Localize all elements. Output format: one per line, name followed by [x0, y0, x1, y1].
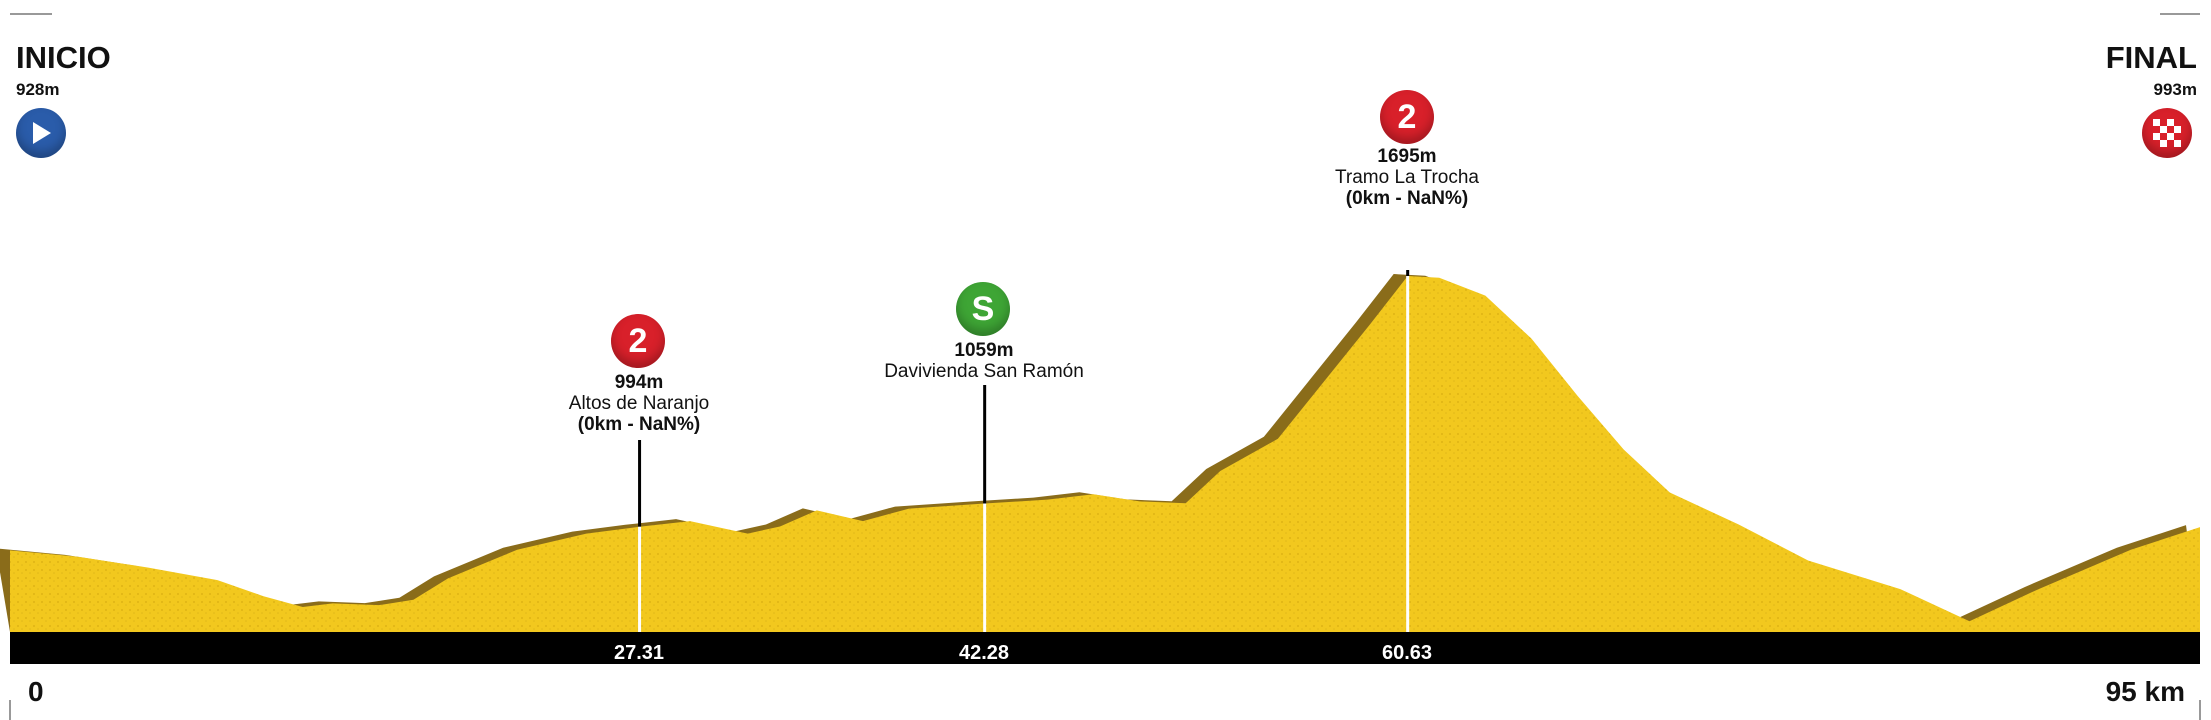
checkered-flag-icon	[2142, 108, 2192, 158]
km-tick-1: 27.31	[613, 642, 665, 664]
start-altitude: 928m	[16, 80, 60, 99]
climb-detail-2: (0km - NaN%)	[1345, 188, 1469, 209]
sprint-label: 1059m Davivienda San Ramón	[884, 340, 1084, 382]
climb-name-1: Altos de Naranjo	[568, 393, 710, 414]
sprint-name: Davivienda San Ramón	[884, 361, 1084, 382]
elevation-area	[10, 276, 2200, 632]
finish-label: FINAL	[2105, 40, 2197, 75]
finish-altitude: 993m	[2153, 80, 2197, 99]
climb-label-2: 1695m Tramo La Trocha (0km - NaN%)	[1335, 146, 1479, 209]
start-label: INICIO	[16, 40, 111, 75]
play-icon	[16, 108, 66, 158]
axis-end-km: 95 km	[2105, 676, 2185, 707]
axis-start-km: 0	[28, 676, 44, 707]
kom-badge-2: 2	[1380, 90, 1434, 144]
distance-axis-bar	[10, 632, 2200, 664]
climb-name-2: Tramo La Trocha	[1335, 167, 1479, 188]
climb-label-1: 994m Altos de Naranjo (0km - NaN%)	[569, 372, 709, 435]
sprint-altitude: 1059m	[954, 340, 1014, 361]
kom-badge-1: 2	[611, 314, 665, 368]
climb-altitude-1: 994m	[614, 372, 664, 393]
km-tick-2: 42.28	[958, 642, 1010, 664]
climb-detail-1: (0km - NaN%)	[577, 414, 701, 435]
sprint-badge: S	[956, 282, 1010, 336]
km-tick-3: 60.63	[1381, 642, 1433, 664]
climb-altitude-2: 1695m	[1377, 146, 1437, 167]
